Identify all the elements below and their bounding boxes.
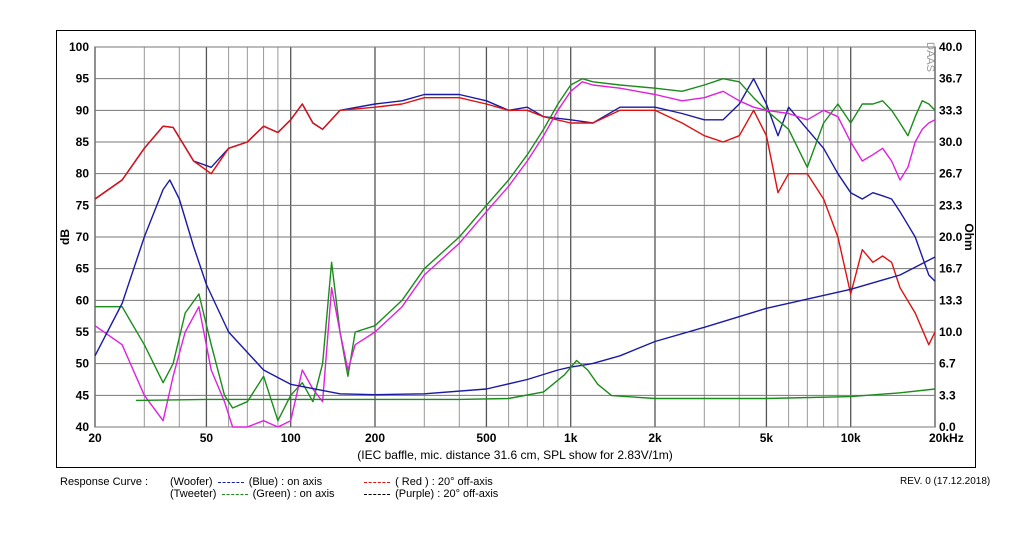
y-tick-label-left: 40 [76,420,90,434]
legend-red: ( Red ) : 20° off-axis [362,476,493,488]
frequency-response-chart: 100 95 90 85 80 75 70 65 60 55 50 45 40 40.0 36.7 33.3 3… [58,40,975,462]
y-tick-label-right: 30.0 [939,135,963,149]
y-tick-label-left: 80 [76,167,90,181]
x-tick-label: 1k [564,431,578,445]
y-tick-label-right: 16.7 [939,261,963,275]
y-tick-label-left: 95 [76,72,90,86]
x-tick-label: 500 [476,431,496,445]
y-tick-label-left: 65 [76,262,90,276]
legend-blue-label: (Blue) : on axis [248,476,323,488]
y-tick-label-right: 6.7 [939,356,956,370]
y-tick-label-left: 55 [76,325,90,339]
y-tick-label-left: 45 [76,388,90,402]
series-line-5 [135,359,936,402]
y-tick-label-left: 60 [76,293,90,307]
y-tick-label-right: 0.0 [939,420,956,434]
legend-purple-swatch [364,493,390,495]
y-tick-label-left: 70 [76,230,90,244]
y-tick-label-right: 33.3 [939,104,963,118]
y-tick-label-left: 90 [76,103,90,117]
y-tick-label-right: 40.0 [939,40,963,54]
chart-caption: (IEC baffle, mic. distance 31.6 cm, SPL … [357,448,672,462]
series-line-3 [94,81,936,428]
y-axis-label-left: dB [58,229,72,245]
legend-woofer: (Woofer) (Blue) : on axis [170,476,322,488]
y-tick-label-right: 20.0 [939,230,963,244]
y-tick-label-right: 23.3 [939,199,963,213]
x-tick-label: 20 [88,431,102,445]
y-tick-label-left: 100 [69,40,89,54]
x-tick-label: 200 [365,431,385,445]
legend-red-label: ( Red ) : 20° off-axis [395,476,493,488]
series-line-4 [94,179,936,396]
legend-tweeter-label: (Tweeter) [170,488,217,500]
legend-green-swatch [221,493,248,495]
legend-purple: (Purple) : 20° off-axis [362,488,498,500]
y-tick-label-right: 26.7 [939,166,963,180]
legend-blue-swatch [217,481,244,483]
y-tick-label-right: 3.3 [939,389,956,403]
legend-green-label: (Green) : on axis [252,488,335,500]
x-tick-label: 10k [841,431,861,445]
legend-tweeter: (Tweeter) (Green) : on axis [170,488,335,500]
x-tick-label: 100 [281,431,301,445]
series-line-2 [95,78,936,422]
x-tick-label: 20kHz [929,431,964,445]
y-tick-label-left: 75 [76,198,90,212]
y-tick-label-left: 85 [76,135,90,149]
x-tick-label: 2k [648,431,662,445]
x-tick-label: 50 [200,431,214,445]
y-tick-label-left: 50 [76,357,90,371]
y-axis-label-right: Ohm [962,223,975,250]
chart-frame: 100 95 90 85 80 75 70 65 60 55 50 45 40 40.0 36.7 33.3 3… [56,30,976,468]
y-tick-label-right: 13.3 [939,294,963,308]
y-tick-label-right: 10.0 [939,325,963,339]
watermark-text: DAAS [924,42,936,72]
legend-purple-label: (Purple) : 20° off-axis [395,488,499,500]
legend-woofer-label: (Woofer) [170,476,213,488]
legend-title: Response Curve : [60,476,149,488]
legend-red-swatch [364,481,390,483]
revision-label: REV. 0 (17.12.2018) [900,476,991,487]
y-tick-label-right: 36.7 [939,71,963,85]
x-tick-label: 5k [760,431,774,445]
series-line-1 [94,97,936,346]
